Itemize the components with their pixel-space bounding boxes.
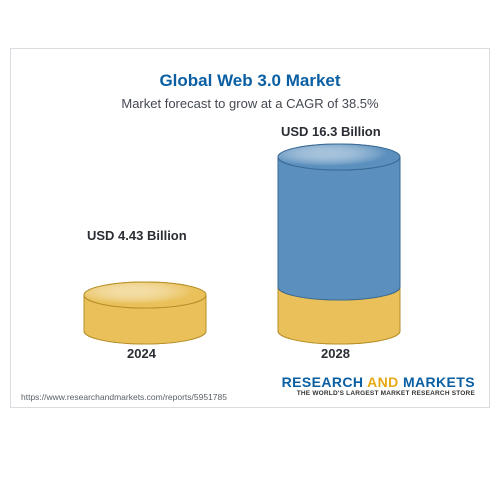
value-label-2024: USD 4.43 Billion: [87, 228, 187, 243]
brand-part-2: AND: [363, 374, 403, 390]
cylinder-bar-2024: [83, 281, 207, 350]
infographic-frame: Global Web 3.0 Market Market forecast to…: [10, 48, 490, 408]
year-label-2024: 2024: [127, 346, 156, 361]
chart-title: Global Web 3.0 Market: [11, 71, 489, 91]
brand-tagline: THE WORLD'S LARGEST MARKET RESEARCH STOR…: [282, 390, 475, 397]
chart-subtitle: Market forecast to grow at a CAGR of 38.…: [11, 96, 489, 111]
source-url: https://www.researchandmarkets.com/repor…: [21, 392, 227, 402]
brand-logo: RESEARCH AND MARKETS THE WORLD'S LARGEST…: [282, 375, 475, 397]
cylinder-chart: 2024USD 4.43 Billion2028USD 16.3 Billion: [11, 119, 489, 347]
brand-part-1: RESEARCH: [282, 374, 364, 390]
year-label-2028: 2028: [321, 346, 350, 361]
brand-wordmark: RESEARCH AND MARKETS: [282, 375, 475, 389]
brand-part-3: MARKETS: [403, 374, 475, 390]
cylinder-bar-2028: [277, 143, 401, 350]
value-label-2028: USD 16.3 Billion: [281, 124, 381, 139]
